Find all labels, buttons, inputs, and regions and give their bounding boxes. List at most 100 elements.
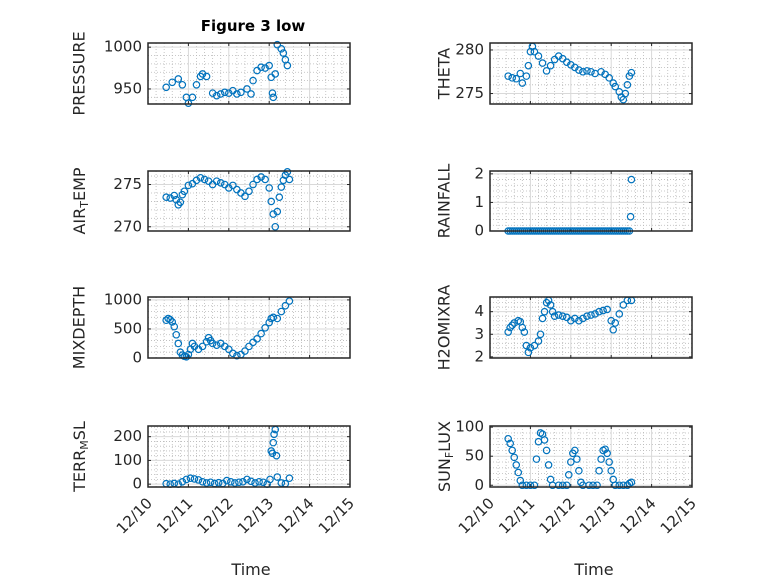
data-point xyxy=(198,477,207,486)
data-point xyxy=(269,93,278,102)
data-point xyxy=(243,475,251,484)
data-point xyxy=(575,466,583,475)
data-point xyxy=(566,316,575,325)
data-point xyxy=(220,88,229,97)
data-point xyxy=(520,328,529,336)
x-axis-label-right: Time xyxy=(573,560,613,579)
y-axis-label-3: RAINFALL xyxy=(435,164,454,239)
y-tick-label: 1000 xyxy=(104,290,142,308)
axes-box xyxy=(489,42,693,105)
data-point xyxy=(575,66,583,74)
data-point xyxy=(253,335,261,343)
data-point xyxy=(172,330,181,339)
data-point xyxy=(168,318,177,326)
data-point xyxy=(558,312,567,321)
data-point xyxy=(504,72,512,80)
data-point xyxy=(548,307,557,316)
data-point xyxy=(239,477,247,486)
data-point xyxy=(508,446,517,455)
data-point xyxy=(589,481,597,490)
data-point xyxy=(571,314,579,323)
data-point xyxy=(281,301,290,310)
data-point xyxy=(206,478,215,487)
data-point xyxy=(542,446,551,455)
data-point xyxy=(605,74,613,82)
data-point xyxy=(212,91,221,100)
data-point xyxy=(257,63,265,72)
data-point xyxy=(524,61,533,70)
data-point xyxy=(200,175,209,184)
data-point xyxy=(174,75,183,83)
data-point xyxy=(237,88,245,97)
y-axis-label-4: MIXDEPTH xyxy=(70,286,89,369)
data-point xyxy=(251,479,259,487)
y-tick-label: 2 xyxy=(474,164,484,182)
data-point xyxy=(627,68,636,77)
data-point xyxy=(241,192,249,201)
data-point xyxy=(184,181,193,190)
data-point xyxy=(599,306,607,315)
y-tick-label: 0 xyxy=(132,475,142,493)
data-point xyxy=(216,90,225,98)
data-point xyxy=(178,80,187,89)
data-point xyxy=(212,177,221,185)
axes-box xyxy=(147,170,351,232)
data-point xyxy=(536,330,545,339)
data-point xyxy=(222,476,231,485)
data-point xyxy=(615,481,624,490)
subplot-pressure: 950 1000 PRESSURE xyxy=(70,31,351,116)
data-point xyxy=(277,183,286,191)
data-point xyxy=(508,321,517,330)
plot-area xyxy=(148,297,350,358)
subplot-mixdepth: 0 500 1000 MIXDEPTH xyxy=(70,286,351,369)
data-point xyxy=(273,40,282,49)
data-point xyxy=(595,466,603,475)
data-point xyxy=(532,455,541,463)
data-point xyxy=(176,198,185,207)
data-point xyxy=(575,316,583,325)
data-point xyxy=(266,475,274,484)
y-axis-label-1: THETA xyxy=(435,48,454,100)
data-point xyxy=(270,430,278,439)
y-axis-label-0: PRESSURE xyxy=(70,31,89,115)
data-point xyxy=(261,64,269,72)
y-tick-label: 100 xyxy=(455,418,484,436)
data-point xyxy=(259,478,267,487)
data-point xyxy=(257,329,265,338)
y-tick-label: 275 xyxy=(455,84,484,102)
data-point xyxy=(542,298,551,307)
data-point xyxy=(188,93,197,102)
data-point xyxy=(597,455,605,463)
data-point xyxy=(247,477,255,486)
data-point xyxy=(585,481,593,490)
data-point xyxy=(595,307,603,316)
data-point xyxy=(231,479,239,487)
y-tick-label: 0 xyxy=(474,222,484,240)
data-point xyxy=(512,461,521,469)
data-point xyxy=(627,478,636,487)
data-point xyxy=(518,481,527,490)
subplot-h2omixra: 2 3 4 H2OMIXRA xyxy=(435,285,693,370)
data-point xyxy=(538,314,547,323)
plot-area xyxy=(148,171,350,231)
data-point xyxy=(518,79,527,87)
data-point xyxy=(265,61,274,70)
data-point xyxy=(261,175,269,184)
y-tick-label: 950 xyxy=(113,79,142,97)
data-point xyxy=(269,438,278,447)
subplot-rainfall: 0 1 2 RAINFALL xyxy=(435,164,693,240)
data-point xyxy=(587,67,595,76)
data-point xyxy=(277,45,286,53)
data-point xyxy=(271,70,280,78)
data-point xyxy=(522,72,531,80)
data-point xyxy=(168,78,177,87)
data-point xyxy=(514,468,523,477)
data-point xyxy=(534,337,543,345)
data-point xyxy=(182,353,191,361)
data-point xyxy=(229,181,237,190)
data-point xyxy=(285,175,294,184)
y-tick-label: 275 xyxy=(113,175,142,193)
figure-title: Figure 3 low xyxy=(201,17,306,35)
data-point xyxy=(526,481,535,490)
data-point xyxy=(186,474,195,483)
